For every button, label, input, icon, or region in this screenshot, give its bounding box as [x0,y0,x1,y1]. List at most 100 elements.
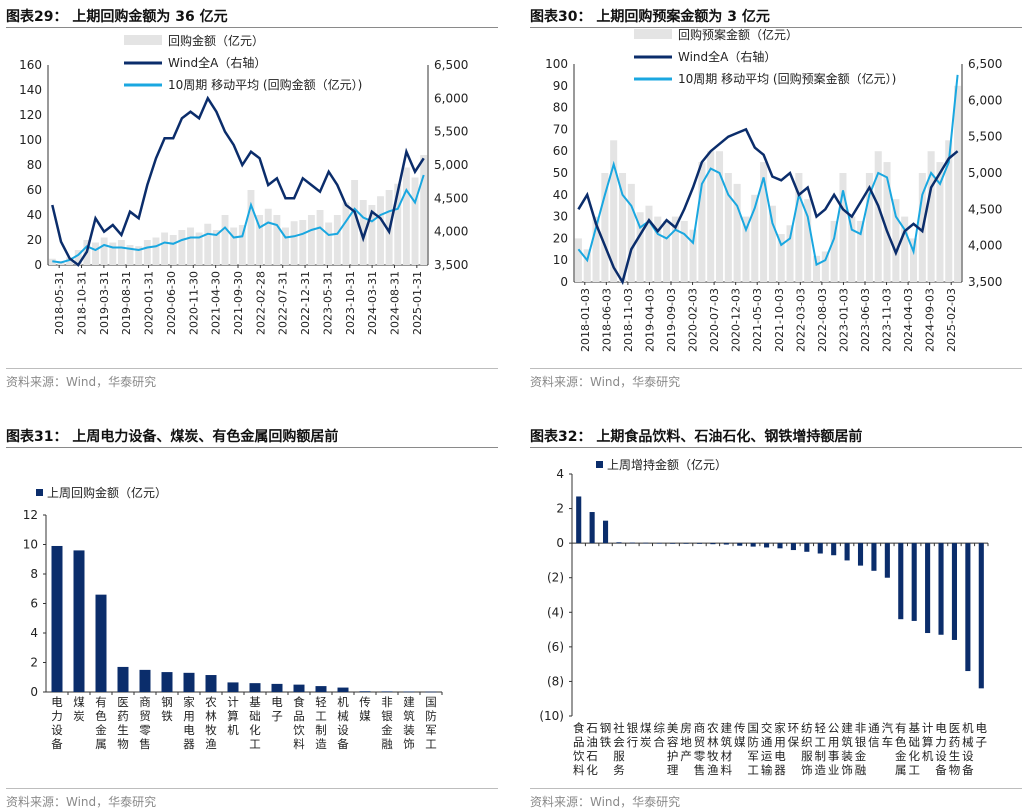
x-tick-label: 2018-01-03 [579,288,592,352]
bar [817,543,823,554]
legend-swatch-amount [124,35,162,45]
bar-amount [342,202,350,265]
series-wind-all-a [577,127,959,286]
y-right-tick-label: 6,500 [434,58,468,72]
bar-amount [733,183,741,282]
bar [576,496,582,544]
bar-amount [264,208,272,265]
bar [670,543,676,544]
x-tick-label: 2023-06-03 [859,288,872,352]
x-tick-label: 2020-12-03 [730,288,743,352]
category-label: 家用电器 [183,695,195,751]
y-right-tick-label: 5,500 [968,130,1002,144]
x-tick-label: 2024-08-31 [388,271,401,335]
title-rule-30 [530,27,1022,28]
y-left-tick-label: 80 [27,158,42,172]
y-right-tick-label: 5,000 [434,158,468,172]
bar-amount [195,232,203,265]
x-tick-label: 2025-01-31 [411,271,424,335]
x-tick-label: 2024-04-03 [902,288,915,352]
x-tick-label: 2020-01-31 [143,271,156,335]
category-label: 国防军工 [747,721,759,777]
y-left-tick-label: 100 [19,133,42,147]
y-tick-label: (4) [547,605,564,619]
y-right-tick-label: 6,500 [968,57,1002,71]
bar [683,543,689,544]
source-note-31: 资料来源：Wind，华泰研究 [6,795,157,809]
category-label: 有色金属 [95,695,107,751]
x-tick-label: 2020-11-30 [187,271,200,335]
bar [161,672,173,692]
x-tick-label: 2020-06-30 [165,271,178,335]
bar [857,543,864,566]
bar [831,543,837,556]
x-tick-label: 2019-04-03 [643,288,656,352]
category-label: 食品饮料 [573,721,585,777]
bar-amount [610,140,618,282]
bar [205,675,217,692]
legend-swatch [36,489,43,496]
y-tick-label: (8) [547,674,564,688]
source-rule-31 [6,788,498,789]
category-label: 公用事业 [828,721,840,777]
y-left-tick-label: 120 [19,108,42,122]
bar [911,543,917,621]
bar-amount [402,167,410,265]
bar [51,545,63,692]
category-label: 石油石化 [586,721,598,777]
y-left-tick-label: 0 [560,275,568,289]
bar [139,669,151,692]
bar-amount [238,225,246,265]
y-left-tick-label: 80 [553,101,568,115]
y-tick-label: 12 [23,508,38,522]
y-left-tick-label: 160 [19,58,42,72]
y-right-tick-label: 6,000 [968,93,1002,107]
bar [616,542,622,544]
bar-amount [795,173,803,282]
y-left-tick-label: 50 [553,166,568,180]
bar [629,542,635,544]
legend-label: 上周回购金额（亿元） [47,485,167,500]
bar-amount [627,183,635,282]
bar-amount [247,190,255,265]
bar-amount [636,212,644,282]
bar [337,687,349,692]
bar-amount [574,238,582,282]
bar-amount [92,242,99,265]
category-label: 建筑材料 [721,721,733,777]
x-tick-label: 2022-07-31 [277,271,290,335]
bar-amount [821,251,829,282]
bar [764,543,770,548]
category-label: 医药生物 [117,695,129,751]
bar-amount [100,237,108,265]
panel-title-29: 图表29： 上期回购金额为 36 亿元 [6,9,228,25]
bar-amount [654,216,662,282]
bar-amount [66,257,74,265]
title-rule-32 [530,447,1022,448]
bar-amount [368,205,376,265]
category-label: 商贸零售 [139,695,151,751]
bar [227,682,239,692]
bar-amount [212,230,220,265]
legend-label-wind: Wind全A（右轴） [168,55,266,70]
bar-amount [698,162,706,282]
category-label: 电子 [271,695,283,723]
category-label: 美容护理 [667,721,679,777]
bar-amount [892,199,900,282]
bar-amount [117,240,125,265]
bar-amount [169,235,177,265]
bar [750,543,756,547]
bar [951,543,958,640]
category-label: 交通运输 [761,721,773,777]
x-tick-label: 2018-10-31 [76,271,89,335]
bar [804,543,810,552]
x-tick-label: 2025-02-03 [945,288,958,352]
legend-label-amount: 回购金额（亿元） [168,33,264,48]
bar [293,684,305,692]
y-left-tick-label: 40 [553,188,568,202]
y-left-tick-label: 140 [19,83,42,97]
bar [710,543,716,545]
bar-amount [830,220,838,282]
bar-amount [178,230,186,265]
bar-amount [618,173,627,282]
